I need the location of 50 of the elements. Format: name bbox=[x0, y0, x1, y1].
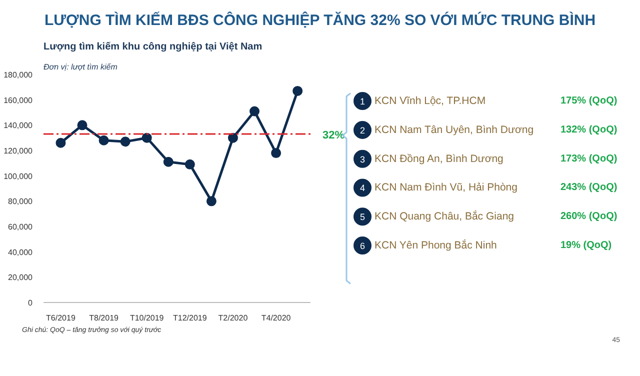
point bbox=[206, 196, 216, 206]
y-tick-label: 0 bbox=[28, 298, 34, 308]
text: 2 bbox=[360, 125, 366, 136]
point bbox=[250, 106, 260, 116]
point bbox=[184, 159, 195, 170]
point bbox=[228, 132, 238, 143]
x-tick-label: T6/2019 bbox=[46, 314, 76, 322]
x-tick-label: T8/2019 bbox=[89, 314, 120, 322]
x-tick-label: T4/2020 bbox=[261, 314, 292, 322]
text: KCN Quang Châu, Bắc Giang bbox=[374, 210, 514, 223]
text: KCN Đồng An, Bình Dương bbox=[374, 152, 504, 165]
text: 5 bbox=[360, 212, 366, 222]
text: 1 bbox=[360, 96, 366, 107]
point bbox=[98, 135, 109, 146]
text: 175% (QoQ) bbox=[560, 96, 618, 107]
text: 3 bbox=[360, 154, 366, 164]
text: 173% (QoQ) bbox=[560, 153, 618, 164]
text: KCN Vĩnh Lộc, TP.HCM bbox=[374, 95, 486, 108]
chart-title: LƯỢNG TÌM KIẾM BĐS CÔNG NGHIỆP TĂNG 32% SO VỚI MỨC TRUNG BÌNH bbox=[43, 10, 597, 31]
text: KCN Yên Phong Bắc Ninh bbox=[374, 238, 498, 252]
text: 260% (QoQ) bbox=[560, 211, 618, 222]
point bbox=[163, 156, 174, 167]
y-tick-label: 40,000 bbox=[8, 248, 34, 257]
y-tick-label: 180,000 bbox=[4, 70, 34, 80]
point bbox=[292, 86, 303, 96]
y-tick-label: 80,000 bbox=[8, 197, 34, 206]
point bbox=[77, 120, 88, 130]
text: 32% bbox=[322, 129, 345, 142]
text: KCN Nam Đình Vũ, Hải Phòng bbox=[374, 182, 518, 194]
point bbox=[120, 136, 130, 147]
x-tick-label: T12/2019 bbox=[173, 314, 208, 322]
x-tick-label: T10/2019 bbox=[130, 314, 164, 322]
y-tick-label: 60,000 bbox=[8, 222, 34, 232]
point bbox=[56, 138, 66, 148]
y-tick-label: 140,000 bbox=[4, 121, 34, 130]
y-tick-label: 100,000 bbox=[4, 172, 34, 181]
text: Đơn vị: lượt tìm kiếm bbox=[44, 62, 118, 72]
chart-subtitle: Lượng tìm kiếm khu công nghiệp tại Việt Nam bbox=[44, 42, 262, 52]
y-tick-label: 120,000 bbox=[4, 146, 34, 156]
text: KCN Nam Tân Uyên, Bình Dương bbox=[374, 124, 534, 136]
point bbox=[271, 148, 282, 158]
text: 243% (QoQ) bbox=[560, 182, 618, 194]
x-tick-label: T2/2020 bbox=[218, 314, 248, 322]
y-tick-label: 160,000 bbox=[4, 96, 34, 105]
text: 6 bbox=[360, 241, 366, 251]
text: 4 bbox=[360, 183, 366, 194]
y-tick-label: 20,000 bbox=[8, 273, 34, 282]
text: 19% (QoQ) bbox=[560, 240, 612, 251]
text: 132% (QoQ) bbox=[560, 124, 618, 136]
point bbox=[142, 132, 152, 143]
